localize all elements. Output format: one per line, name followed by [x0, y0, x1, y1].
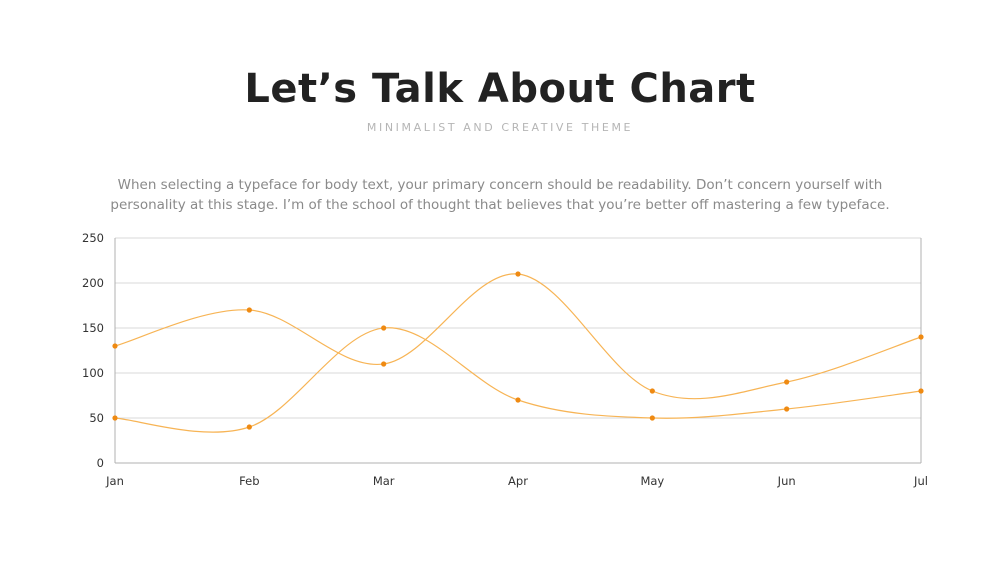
x-tick-label: Apr: [508, 474, 528, 488]
series-2-point-may: [649, 415, 655, 421]
series-1-point-jul: [918, 334, 924, 340]
series-1-point-apr: [515, 271, 521, 277]
x-tick-label: Mar: [373, 474, 395, 488]
series-1-point-mar: [381, 361, 387, 367]
series-2-point-jun: [784, 406, 790, 412]
x-tick-label: May: [640, 474, 664, 488]
y-tick-label: 50: [89, 411, 104, 425]
x-tick-label: Jan: [105, 474, 124, 488]
series-1-line: [114, 273, 922, 400]
x-tick-label: Feb: [239, 474, 259, 488]
series-2-point-apr: [515, 397, 521, 403]
y-tick-label: 200: [82, 276, 104, 290]
series-2-point-mar: [381, 325, 387, 331]
y-tick-label: 0: [97, 456, 104, 470]
page-title: Let’s Talk About Chart: [244, 66, 756, 112]
series-1-point-feb: [246, 307, 252, 313]
x-tick-label: Jun: [777, 474, 796, 488]
series-2-point-feb: [246, 424, 252, 430]
series-2-line: [114, 327, 922, 433]
series-1-point-jun: [784, 379, 790, 385]
page-subtitle: MINIMALIST AND CREATIVE THEME: [366, 121, 634, 134]
y-tick-label: 100: [82, 366, 104, 380]
y-tick-label: 250: [82, 231, 104, 245]
description-paragraph: When selecting a typeface for body text,…: [110, 175, 890, 215]
description-line-1: When selecting a typeface for body text,…: [117, 177, 883, 193]
y-tick-label: 150: [82, 321, 104, 335]
series-2-point-jul: [918, 388, 924, 394]
series-1-point-may: [649, 388, 655, 394]
series-2-point-jan: [112, 415, 118, 421]
series-1-point-jan: [112, 343, 118, 349]
x-tick-label: Jul: [913, 474, 928, 488]
description-line-2: personality at this stage. I’m of the sc…: [110, 197, 890, 213]
